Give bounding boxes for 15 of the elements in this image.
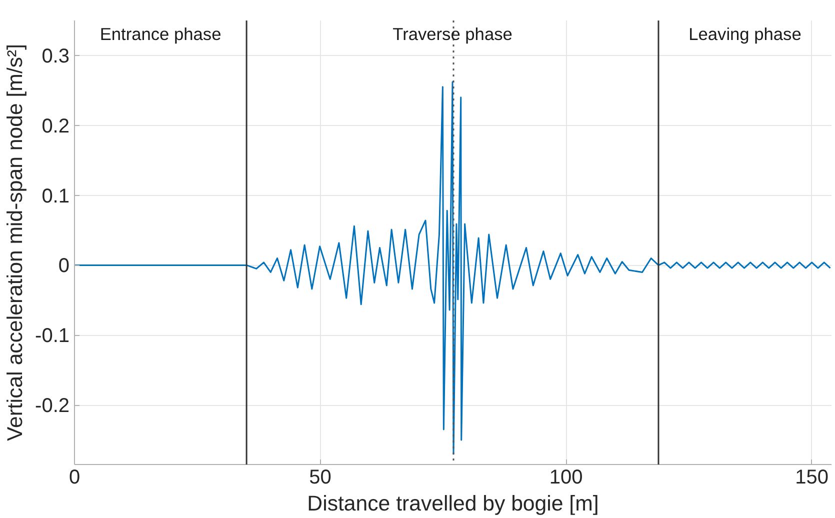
x-tick-label: 150 bbox=[795, 466, 829, 488]
y-tick-label: 0.1 bbox=[42, 185, 70, 208]
x-axis-title: Distance travelled by bogie [m] bbox=[307, 492, 599, 516]
x-tick-label: 100 bbox=[549, 466, 583, 488]
y-tick-label: 0 bbox=[58, 255, 70, 278]
y-tick-label: -0.1 bbox=[35, 325, 70, 348]
x-tick-label: 50 bbox=[309, 466, 332, 488]
y-tick-label: 0.2 bbox=[42, 115, 70, 138]
y-tick-label: 0.3 bbox=[42, 45, 70, 68]
annotation: Leaving phase bbox=[688, 24, 802, 44]
annotation: Traverse phase bbox=[392, 24, 512, 44]
annotation: Entrance phase bbox=[100, 24, 222, 44]
y-tick-label: -0.2 bbox=[35, 395, 70, 418]
y-axis-title: Vertical acceleration mid-span node [m/s²] bbox=[3, 44, 28, 442]
line-series bbox=[74, 81, 832, 455]
